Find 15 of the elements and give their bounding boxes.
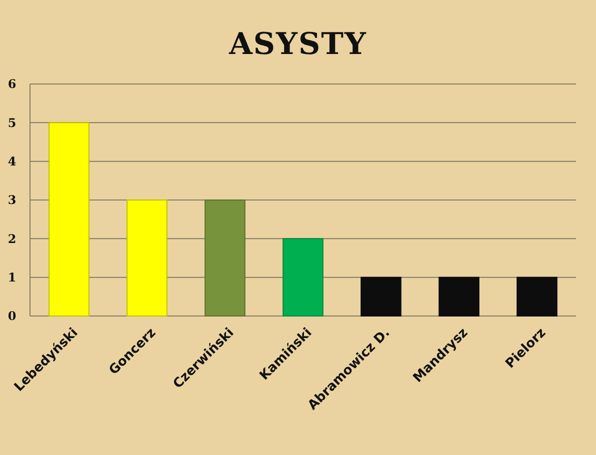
bar xyxy=(516,276,558,316)
bar xyxy=(360,276,402,316)
y-tick-label: 0 xyxy=(8,309,16,324)
bar xyxy=(48,122,90,316)
y-tick-label: 2 xyxy=(8,232,16,246)
bar xyxy=(126,200,168,316)
y-tick-label: 3 xyxy=(8,193,16,208)
bar xyxy=(282,238,324,316)
y-tick-label: 1 xyxy=(8,270,16,285)
y-tick-label: 6 xyxy=(8,77,16,92)
y-tick-label: 4 xyxy=(8,154,16,169)
bar xyxy=(204,200,246,316)
chart-title: ASYSTY xyxy=(228,27,367,62)
bar xyxy=(438,276,480,316)
y-tick-label: 5 xyxy=(8,116,16,130)
